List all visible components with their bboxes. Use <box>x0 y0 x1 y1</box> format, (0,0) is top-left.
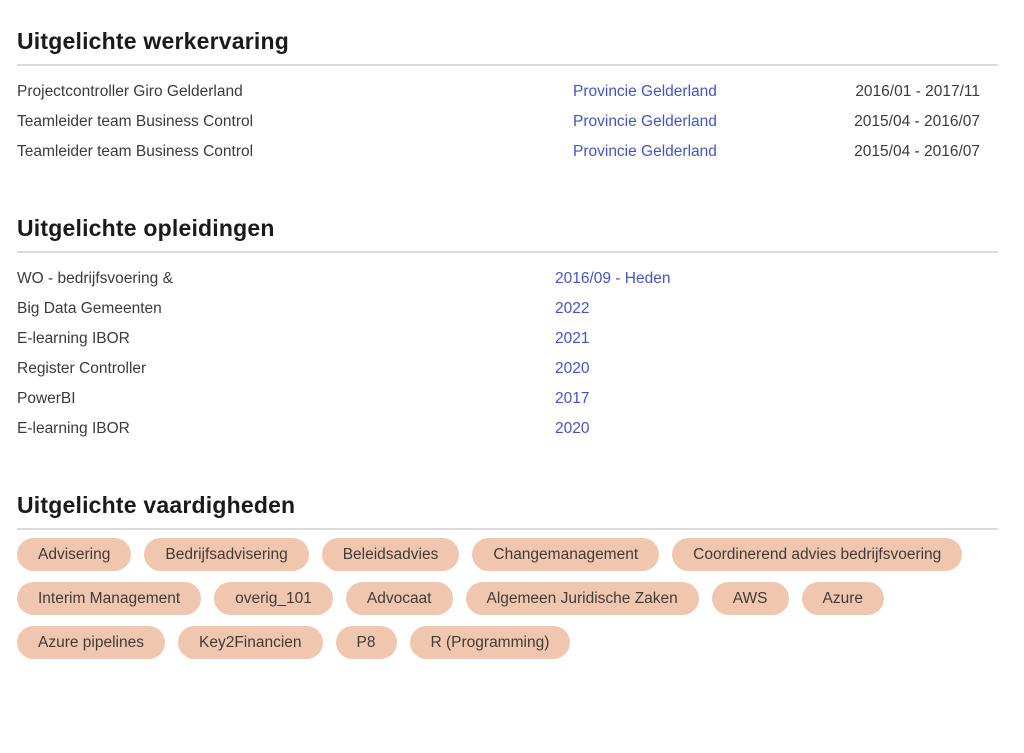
job-period: 2015/04 - 2016/07 <box>854 143 980 160</box>
education-period-link[interactable]: 2020 <box>555 420 590 437</box>
education-period-link[interactable]: 2022 <box>555 300 590 317</box>
skill-pill: R (Programming) <box>409 626 571 659</box>
skill-pill: Azure pipelines <box>17 626 165 659</box>
education-period-link[interactable]: 2021 <box>555 330 590 347</box>
education-row: E-learning IBOR 2020 <box>17 414 998 444</box>
job-period: 2015/04 - 2016/07 <box>854 113 980 130</box>
education-name: WO - bedrijfsvoering & <box>17 270 173 287</box>
education-row: Big Data Gemeenten 2022 <box>17 294 998 324</box>
education-rows: WO - bedrijfsvoering & 2016/09 - Heden B… <box>17 264 998 444</box>
skill-pill: AWS <box>711 582 789 615</box>
skill-pill: Algemeen Juridische Zaken <box>465 582 699 615</box>
company-link[interactable]: Provincie Gelderland <box>573 113 717 130</box>
job-title: Teamleider team Business Control <box>17 113 254 130</box>
job-period: 2016/01 - 2017/11 <box>855 83 980 100</box>
education-section-title: Uitgelichte opleidingen <box>17 215 998 253</box>
skill-pill: Changemanagement <box>472 538 660 571</box>
skill-pill: Key2Financien <box>177 626 323 659</box>
education-name: Big Data Gemeenten <box>17 300 162 317</box>
experience-rows: Projectcontroller Giro Gelderland Provin… <box>17 77 998 167</box>
skill-pill: Bedrijfsadvisering <box>144 538 309 571</box>
education-row: PowerBI 2017 <box>17 384 998 414</box>
experience-row: Teamleider team Business Control Provinc… <box>17 107 998 137</box>
skill-pill: overig_101 <box>214 582 333 615</box>
skill-pill: Advocaat <box>345 582 453 615</box>
company-link[interactable]: Provincie Gelderland <box>573 143 717 160</box>
education-row: Register Controller 2020 <box>17 354 998 384</box>
section-education: Uitgelichte opleidingen WO - bedrijfsvoe… <box>17 215 998 444</box>
skills-section-title: Uitgelichte vaardigheden <box>17 492 998 530</box>
education-name: E-learning IBOR <box>17 420 130 437</box>
skill-pill: Azure <box>801 582 885 615</box>
education-name: PowerBI <box>17 390 76 407</box>
skill-pill: Interim Management <box>17 582 202 615</box>
skill-pill: P8 <box>335 626 397 659</box>
job-title: Projectcontroller Giro Gelderland <box>17 83 243 100</box>
section-skills: Uitgelichte vaardigheden Advisering Bedr… <box>17 492 998 659</box>
skills-pill-list: Advisering Bedrijfsadvisering Beleidsadv… <box>17 538 998 659</box>
experience-row: Teamleider team Business Control Provinc… <box>17 137 998 167</box>
education-period-link[interactable]: 2020 <box>555 360 590 377</box>
skill-pill: Advisering <box>17 538 132 571</box>
education-period-link[interactable]: 2017 <box>555 390 590 407</box>
section-experience: Uitgelichte werkervaring Projectcontroll… <box>17 28 998 167</box>
company-link[interactable]: Provincie Gelderland <box>573 83 717 100</box>
education-period-link[interactable]: 2016/09 - Heden <box>555 270 671 287</box>
education-row: WO - bedrijfsvoering & 2016/09 - Heden <box>17 264 998 294</box>
education-name: E-learning IBOR <box>17 330 130 347</box>
experience-section-title: Uitgelichte werkervaring <box>17 28 998 66</box>
experience-row: Projectcontroller Giro Gelderland Provin… <box>17 77 998 107</box>
education-row: E-learning IBOR 2021 <box>17 324 998 354</box>
job-title: Teamleider team Business Control <box>17 143 254 160</box>
skill-pill: Coordinerend advies bedrijfsvoering <box>672 538 963 571</box>
skill-pill: Beleidsadvies <box>321 538 460 571</box>
education-name: Register Controller <box>17 360 147 377</box>
